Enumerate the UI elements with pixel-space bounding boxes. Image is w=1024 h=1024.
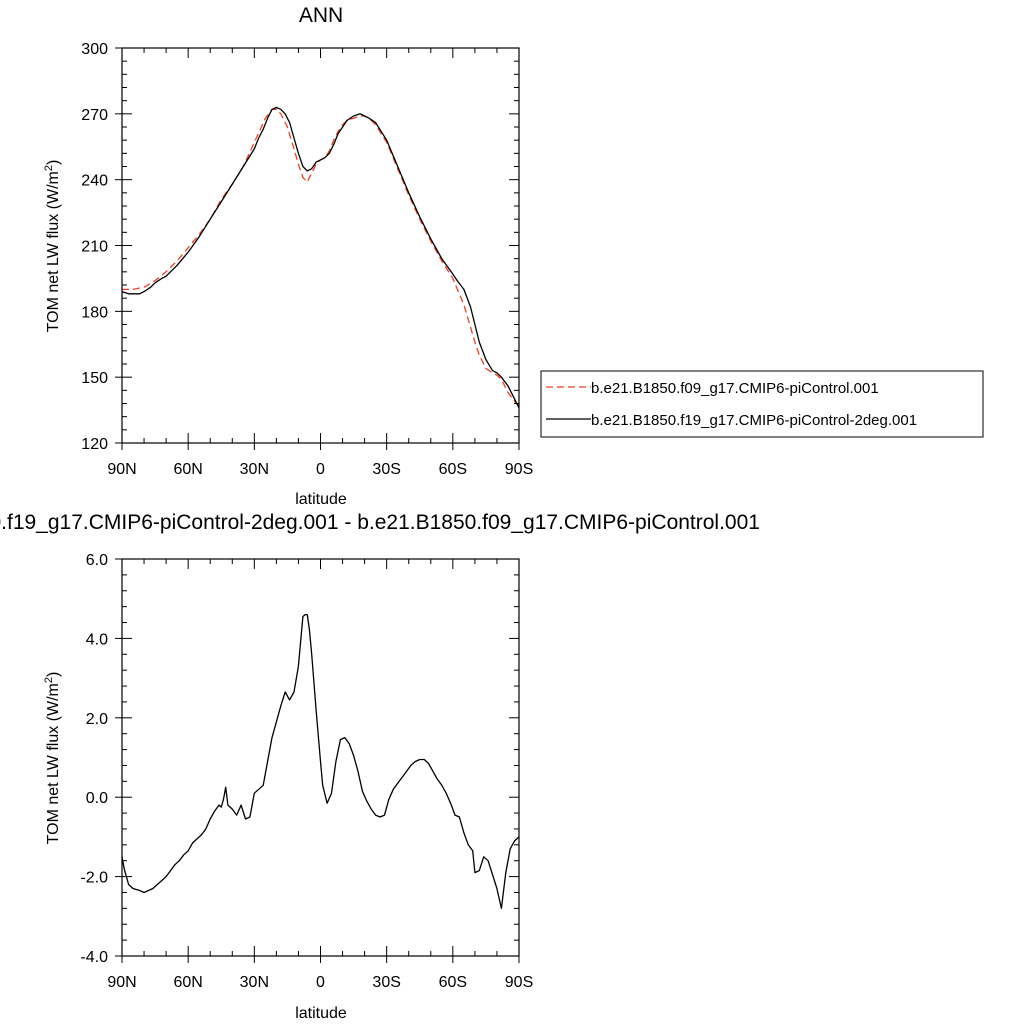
x-tick-label: 90S xyxy=(505,461,533,478)
y-tick-label: 270 xyxy=(81,107,108,124)
x-tick-label: 60S xyxy=(439,461,467,478)
top-plot-frame xyxy=(121,47,520,444)
top-x-tick-labels: 90N 60N 30N 0 30S 60S 90S xyxy=(107,461,533,478)
top-chart-title: ANN xyxy=(299,4,343,27)
y-tick-label: 120 xyxy=(81,436,108,453)
y-tick-label: 4.0 xyxy=(86,631,108,648)
bottom-series-lines xyxy=(121,613,520,910)
bottom-x-tick-labels: 90N 60N 30N 0 30S 60S 90S xyxy=(107,974,533,991)
x-tick-label: 0 xyxy=(316,974,325,991)
x-tick-label: 30S xyxy=(372,974,400,991)
y-tick-label: 240 xyxy=(81,173,108,190)
top-series-lines xyxy=(121,106,520,409)
x-tick-label: 60N xyxy=(173,974,202,991)
series-line-1 xyxy=(121,106,520,409)
top-x-axis-label: latitude xyxy=(295,491,347,508)
bottom-panel: b.e21.B1850.f19_g17.CMIP6-piControl-2deg… xyxy=(0,511,760,1022)
legend-label-f19: b.e21.B1850.f19_g17.CMIP6-piControl-2deg… xyxy=(591,412,917,429)
legend-box xyxy=(540,370,984,438)
legend: b.e21.B1850.f09_g17.CMIP6-piControl.001 … xyxy=(540,370,984,438)
y-tick-label: 0.0 xyxy=(86,790,108,807)
series-line-0 xyxy=(122,108,520,407)
x-tick-label: 60N xyxy=(173,461,202,478)
y-tick-label: 210 xyxy=(81,239,108,256)
top-axis-ticks xyxy=(115,47,520,450)
x-tick-label: 30S xyxy=(372,461,400,478)
y-tick-label: 180 xyxy=(81,304,108,321)
y-tick-label: 300 xyxy=(81,41,108,58)
bottom-axis-ticks xyxy=(115,558,520,963)
x-tick-label: 30N xyxy=(240,461,269,478)
legend-label-f09: b.e21.B1850.f09_g17.CMIP6-piControl.001 xyxy=(591,380,879,397)
bottom-y-tick-labels: -4.0 -2.0 0.0 2.0 4.0 6.0 xyxy=(80,552,108,966)
x-tick-label: 90N xyxy=(107,974,136,991)
top-panel: ANN 90N 60N 30N 0 30S 60S 90S 120 150 180 210 240 2… xyxy=(43,4,984,508)
bottom-x-axis-label: latitude xyxy=(295,1005,347,1022)
x-tick-label: 90N xyxy=(107,461,136,478)
y-tick-label: 6.0 xyxy=(86,552,108,569)
y-tick-label: -2.0 xyxy=(80,870,108,887)
top-y-axis-label: TOM net LW flux (W/m2) xyxy=(43,160,62,333)
bottom-plot-frame xyxy=(121,558,520,957)
x-tick-label: 30N xyxy=(240,974,269,991)
bottom-chart-title: b.e21.B1850.f19_g17.CMIP6-piControl-2deg… xyxy=(0,511,760,534)
y-tick-label: 150 xyxy=(81,370,108,387)
x-tick-label: 0 xyxy=(316,461,325,478)
series-line-0 xyxy=(121,613,520,910)
y-tick-label: -4.0 xyxy=(80,949,108,966)
y-tick-label: 2.0 xyxy=(86,711,108,728)
x-tick-label: 90S xyxy=(505,974,533,991)
bottom-y-axis-label: TOM net LW flux (W/m2) xyxy=(43,672,62,845)
top-y-tick-labels: 120 150 180 210 240 270 300 xyxy=(81,41,108,453)
x-tick-label: 60S xyxy=(439,974,467,991)
